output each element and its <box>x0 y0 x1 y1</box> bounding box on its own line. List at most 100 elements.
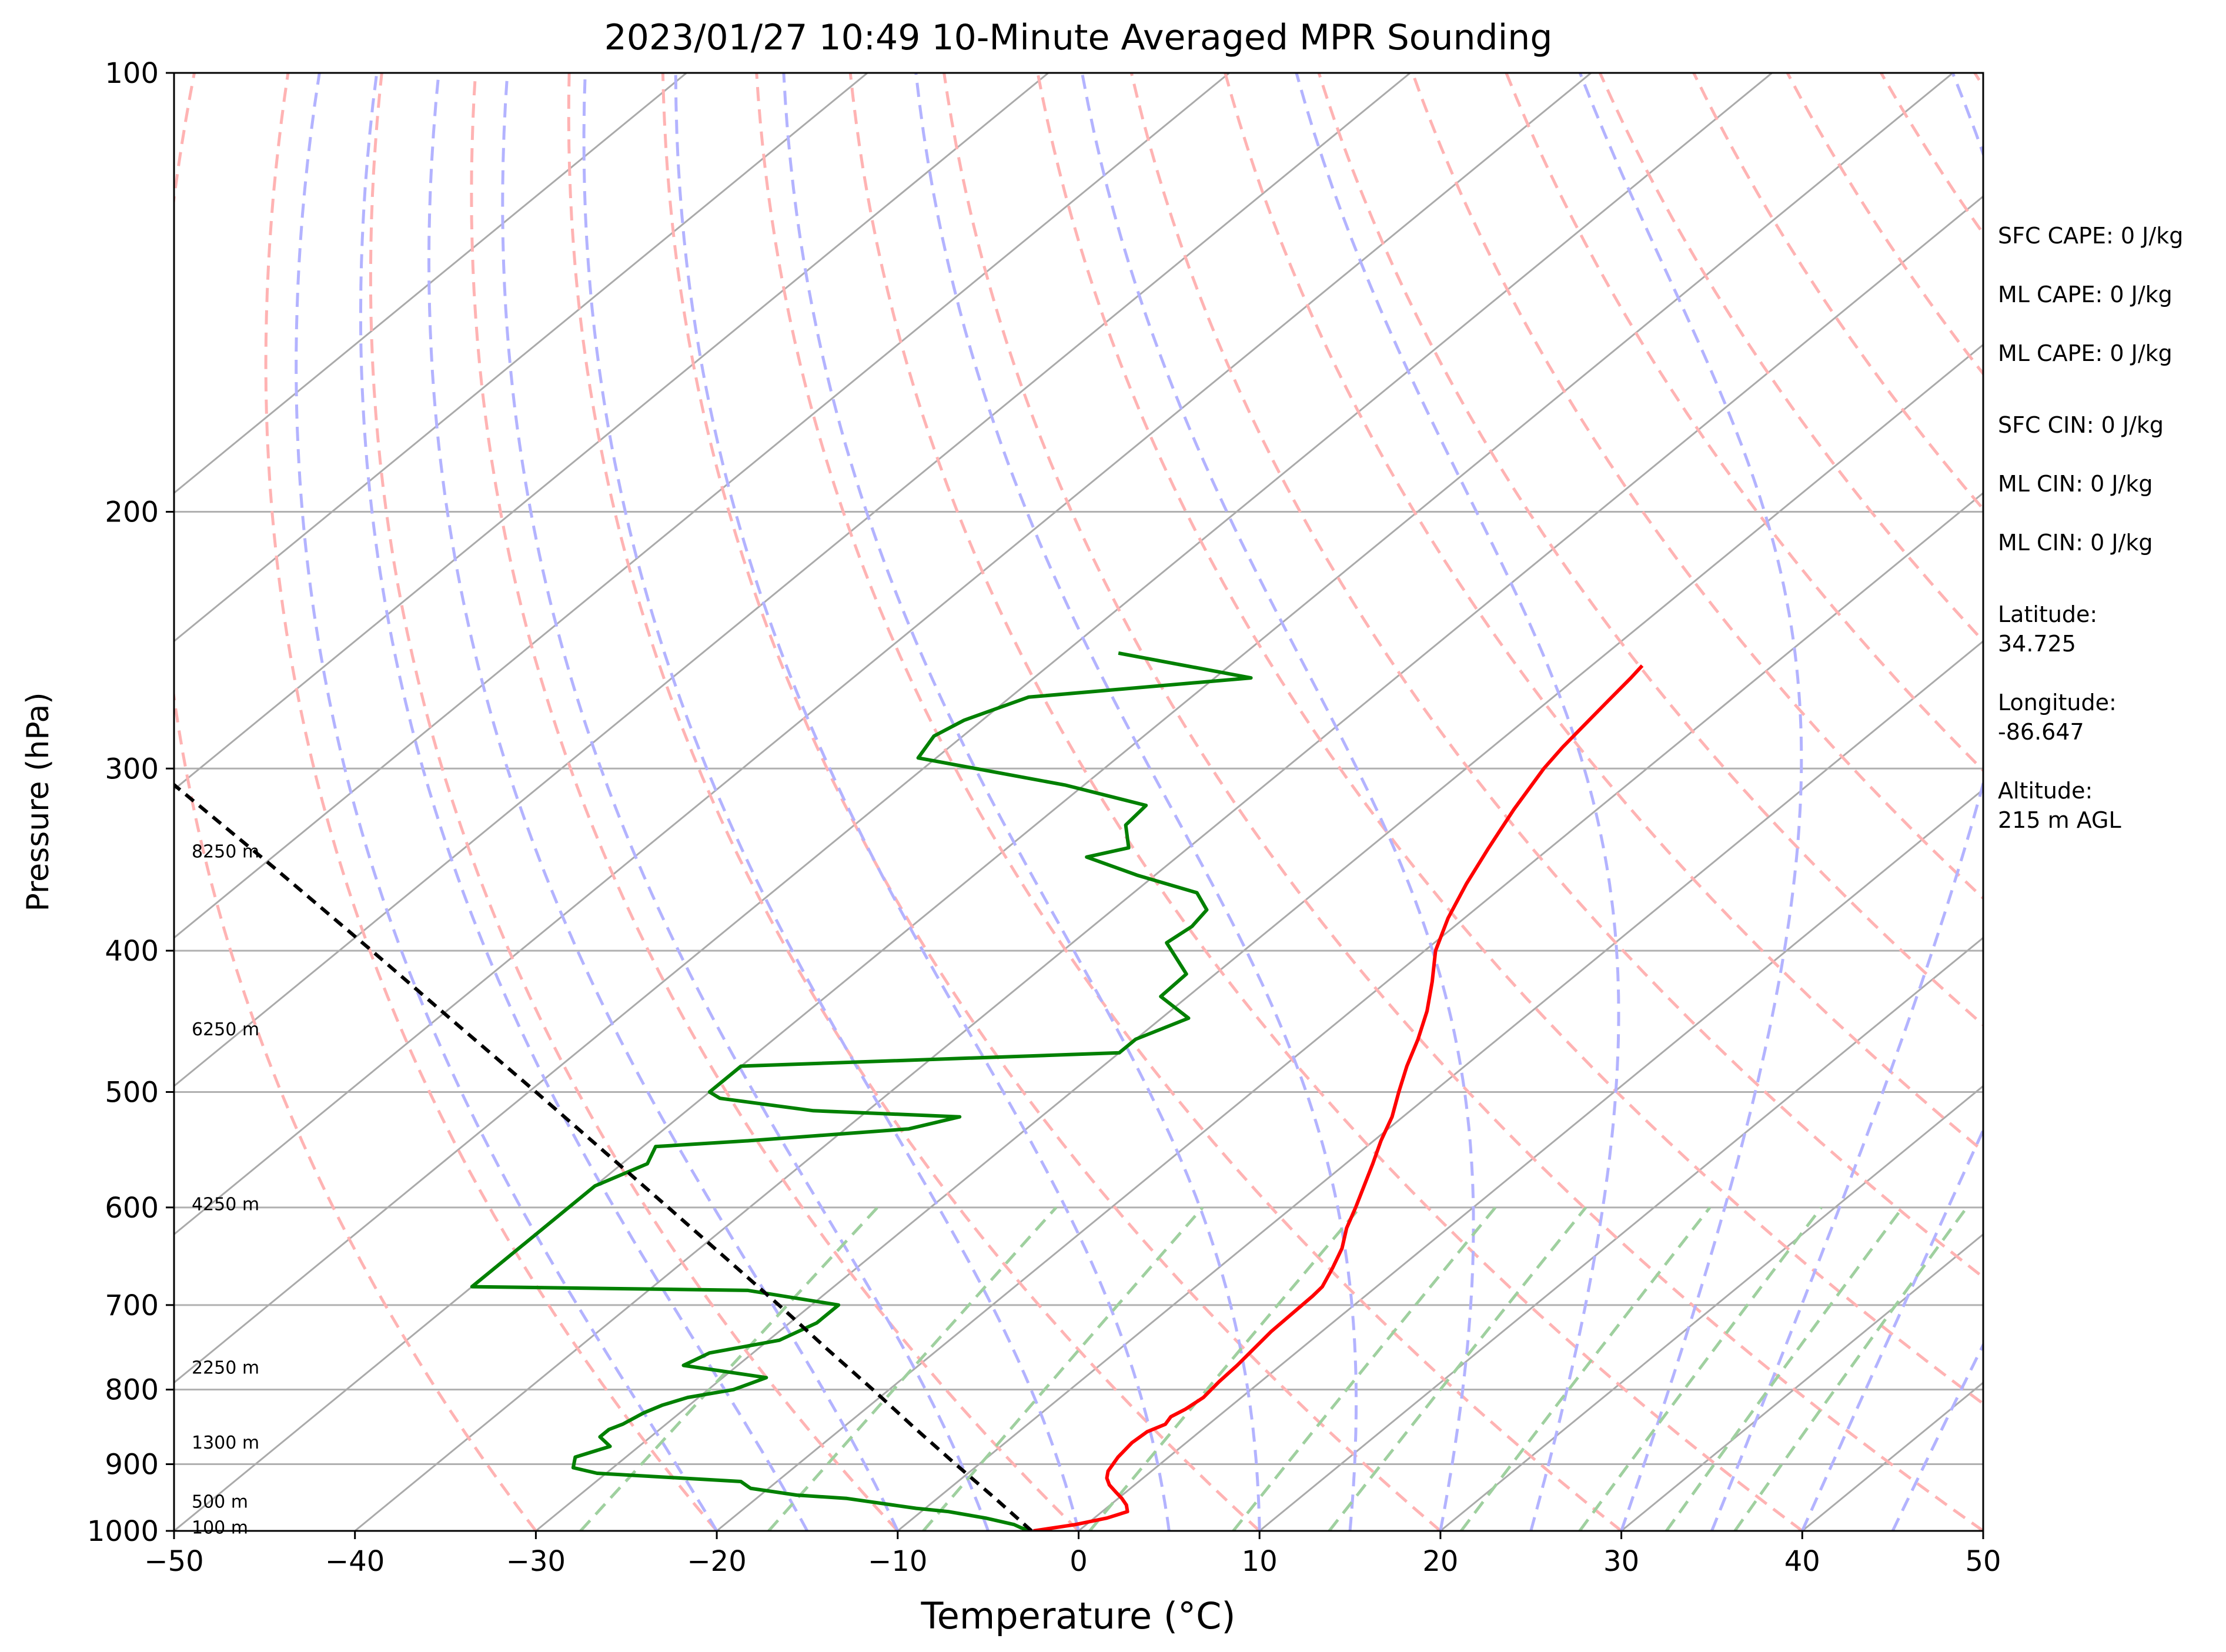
moist-adiabat-lines <box>295 73 1983 1531</box>
y-tick-label: 1000 <box>87 1515 159 1548</box>
isotherm-line <box>535 343 1983 1531</box>
x-axis-ticks: −50 −40 −30 −20 −10 0 10 20 30 40 50 <box>144 1531 2001 1578</box>
dry-adiabat-line <box>1129 73 1983 1279</box>
sounding-profiles <box>174 651 1644 1531</box>
mixing-ratio-line <box>1328 1206 1587 1531</box>
dry-adiabat-line <box>848 73 1803 1531</box>
moist-adiabat-line <box>359 73 809 1531</box>
moist-adiabat-line <box>1801 1126 1983 1531</box>
mixing-ratio-line <box>922 1206 1204 1531</box>
isotherm-line <box>1259 937 1983 1531</box>
height-label: 2250 m <box>192 1358 259 1379</box>
mixing-ratio-line <box>1088 1206 1362 1531</box>
pressure-gridlines <box>174 511 1983 1466</box>
y-tick-label: 300 <box>105 753 159 785</box>
y-tick-label: 700 <box>105 1289 159 1322</box>
chart-title: 2023/01/27 10:49 10-Minute Averaged MPR … <box>604 17 1553 58</box>
y-tick-label: 800 <box>105 1374 159 1407</box>
temperature-line <box>1033 664 1644 1531</box>
mixing-ratio-line <box>579 1206 879 1531</box>
side-text-line: ML CIN: 0 J/kg <box>1998 530 2153 556</box>
x-axis-label: Temperature (°C) <box>920 1594 1235 1637</box>
side-text-line: SFC CIN: 0 J/kg <box>1998 412 2164 438</box>
mixing-ratio-line <box>1232 1206 1497 1531</box>
moist-adiabat-line <box>1295 73 1620 1531</box>
moist-adiabat-line <box>582 73 1080 1531</box>
x-tick-label: 0 <box>1069 1545 1088 1578</box>
y-tick-label: 200 <box>105 496 159 529</box>
moist-adiabat-line <box>1710 73 1983 1531</box>
x-tick-label: −10 <box>868 1545 927 1578</box>
y-axis-label: Pressure (hPa) <box>21 693 56 912</box>
moist-adiabat-line <box>1080 73 1475 1531</box>
side-text-line: 34.725 <box>1998 631 2076 657</box>
y-tick-label: 100 <box>105 57 159 90</box>
dry-adiabat-line <box>661 73 1442 1531</box>
dry-adiabat-line <box>567 73 1261 1531</box>
dry-adiabat-line <box>1317 73 1983 1027</box>
isotherm-line <box>1078 788 1983 1531</box>
sounding-parameters: SFC CAPE: 0 J/kg ML CAPE: 0 J/kg ML CAPE: … <box>1998 223 2183 833</box>
isotherm-line <box>174 73 1773 1384</box>
side-text-line: ML CIN: 0 J/kg <box>1998 471 2153 497</box>
side-text-line: -86.647 <box>1998 719 2084 745</box>
dry-adiabat-lines <box>174 73 1983 1531</box>
x-tick-label: −50 <box>144 1545 203 1578</box>
plot-area: 8250 m 6250 m 4250 m 2250 m 1300 m 500 m 100 m <box>173 72 1984 1539</box>
isotherm-line <box>174 73 1592 1236</box>
x-tick-label: −40 <box>325 1545 385 1578</box>
y-tick-label: 900 <box>105 1449 159 1482</box>
dry-adiabat-line <box>1224 73 1983 1153</box>
x-tick-label: −20 <box>687 1545 746 1578</box>
dry-adiabat-line <box>1036 73 1983 1406</box>
moist-adiabat-line <box>295 73 718 1531</box>
x-tick-label: 40 <box>1784 1545 1820 1578</box>
height-label: 500 m <box>192 1492 248 1512</box>
dry-adiabat-line <box>942 73 1983 1531</box>
mixing-ratio-line <box>767 1206 1058 1531</box>
y-tick-label: 500 <box>105 1076 159 1109</box>
side-text-line: SFC CAPE: 0 J/kg <box>1998 223 2183 249</box>
y-tick-label: 600 <box>105 1192 159 1225</box>
moist-adiabat-line <box>674 73 1171 1531</box>
height-label: 100 m <box>192 1518 248 1539</box>
x-tick-label: −30 <box>506 1545 566 1578</box>
height-label: 8250 m <box>192 841 259 862</box>
height-label: 6250 m <box>192 1019 259 1040</box>
isotherm-line <box>174 73 1411 1088</box>
dry-adiabat-line <box>755 73 1623 1531</box>
parcel-line <box>174 782 1033 1531</box>
moist-adiabat-line <box>782 73 1261 1531</box>
height-label: 1300 m <box>192 1433 259 1453</box>
isotherm-line <box>174 73 1230 939</box>
moist-adiabat-line <box>1578 73 1803 1531</box>
isotherm-line <box>174 73 1954 1531</box>
isotherm-lines <box>174 73 1983 1531</box>
height-labels: 8250 m 6250 m 4250 m 2250 m 1300 m 500 m 100 m <box>192 841 259 1538</box>
isotherm-line <box>174 73 687 494</box>
moist-adiabat-line <box>914 73 1358 1531</box>
dry-adiabat-line <box>1786 73 1983 376</box>
mixing-ratio-line <box>1578 1206 1823 1531</box>
side-text-line: 215 m AGL <box>1998 807 2121 833</box>
isotherm-line <box>174 73 1050 791</box>
side-text-line: Latitude: <box>1998 601 2097 627</box>
y-tick-label: 400 <box>105 935 159 968</box>
mixing-ratio-line <box>1460 1206 1712 1531</box>
height-label: 4250 m <box>192 1194 259 1215</box>
moist-adiabat-line <box>501 73 990 1531</box>
isotherm-line <box>174 73 868 643</box>
x-tick-label: 20 <box>1422 1545 1458 1578</box>
dry-adiabat-line <box>369 73 899 1531</box>
dry-adiabat-line <box>470 73 1080 1531</box>
side-text-line: ML CAPE: 0 J/kg <box>1998 340 2172 366</box>
side-text-line: ML CAPE: 0 J/kg <box>1998 282 2172 307</box>
side-text-line: Altitude: <box>1998 778 2093 804</box>
isotherm-line <box>1620 1233 1983 1531</box>
x-tick-label: 10 <box>1242 1545 1278 1578</box>
isotherm-line <box>1439 1085 1983 1531</box>
moist-adiabat-line <box>427 73 900 1531</box>
x-tick-label: 50 <box>1965 1545 2001 1578</box>
x-tick-label: 30 <box>1603 1545 1639 1578</box>
dry-adiabat-line <box>1598 73 1983 643</box>
